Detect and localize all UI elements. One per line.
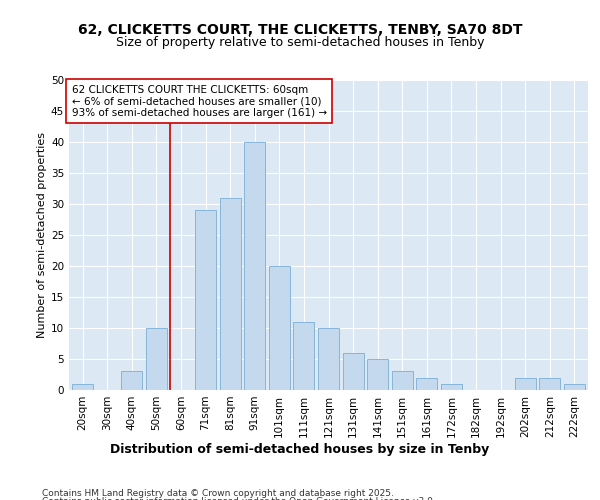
Bar xyxy=(392,372,413,390)
Text: Distribution of semi-detached houses by size in Tenby: Distribution of semi-detached houses by … xyxy=(110,442,490,456)
Bar xyxy=(244,142,265,390)
Bar xyxy=(416,378,437,390)
Bar xyxy=(146,328,167,390)
Bar xyxy=(367,359,388,390)
Text: Size of property relative to semi-detached houses in Tenby: Size of property relative to semi-detach… xyxy=(116,36,484,49)
Bar xyxy=(293,322,314,390)
Bar xyxy=(564,384,585,390)
Bar xyxy=(343,353,364,390)
Bar xyxy=(121,372,142,390)
Text: Contains public sector information licensed under the Open Government Licence v3: Contains public sector information licen… xyxy=(42,497,436,500)
Text: 62 CLICKETTS COURT THE CLICKETTS: 60sqm
← 6% of semi-detached houses are smaller: 62 CLICKETTS COURT THE CLICKETTS: 60sqm … xyxy=(71,84,327,118)
Bar xyxy=(269,266,290,390)
Bar xyxy=(539,378,560,390)
Bar xyxy=(441,384,462,390)
Text: Contains HM Land Registry data © Crown copyright and database right 2025.: Contains HM Land Registry data © Crown c… xyxy=(42,488,394,498)
Bar xyxy=(318,328,339,390)
Y-axis label: Number of semi-detached properties: Number of semi-detached properties xyxy=(37,132,47,338)
Bar xyxy=(220,198,241,390)
Bar xyxy=(515,378,536,390)
Bar xyxy=(195,210,216,390)
Text: 62, CLICKETTS COURT, THE CLICKETTS, TENBY, SA70 8DT: 62, CLICKETTS COURT, THE CLICKETTS, TENB… xyxy=(78,22,522,36)
Bar xyxy=(72,384,93,390)
